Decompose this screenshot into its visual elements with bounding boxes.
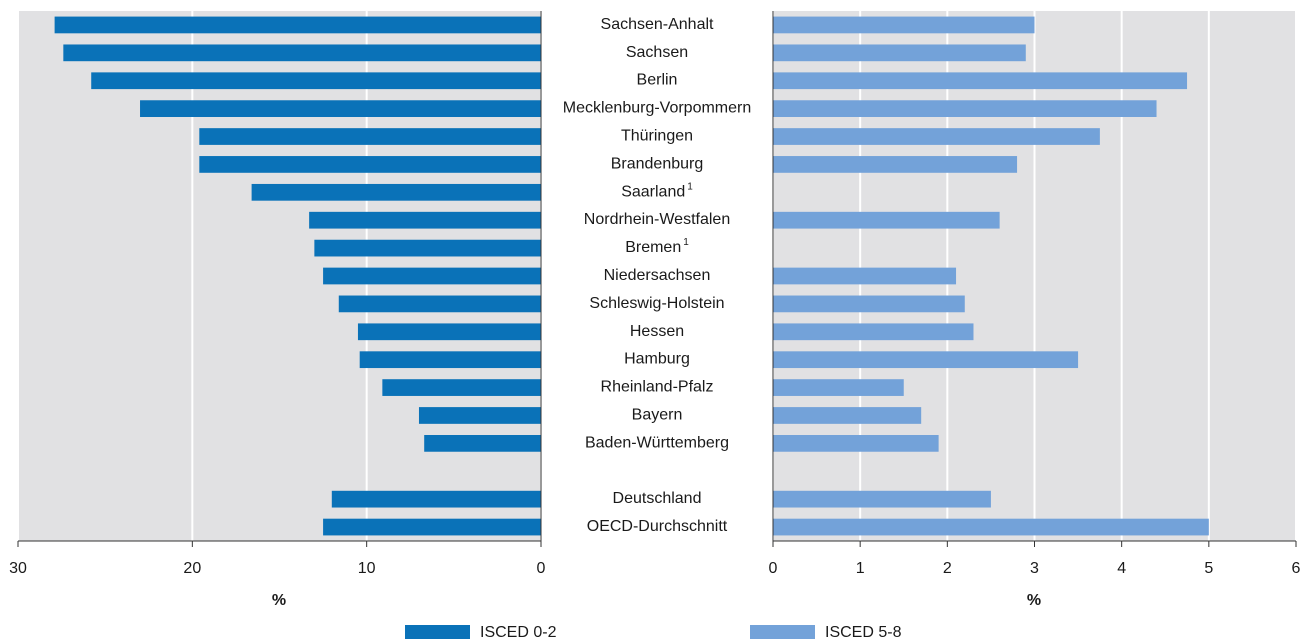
x-tick-label: 0 [769, 560, 778, 577]
category-label: Baden-Württemberg [585, 435, 729, 452]
x-tick-label: 20 [183, 560, 201, 577]
x-tick-label: 10 [358, 560, 376, 577]
bar [140, 100, 542, 117]
x-tick-label: 2 [943, 560, 952, 577]
category-label: Hamburg [624, 351, 690, 368]
bar [773, 351, 1079, 369]
category-name: Nordrhein-Westfalen [584, 211, 730, 228]
category-name: Bremen [625, 239, 681, 256]
category-name: Sachsen-Anhalt [601, 16, 715, 33]
legend-swatch [405, 625, 470, 639]
category-name: Thüringen [621, 128, 693, 145]
bar [359, 351, 541, 369]
bar [63, 44, 542, 62]
footnote-mark: 1 [683, 237, 689, 248]
x-axis-label: % [272, 592, 286, 609]
category-label: Rheinland-Pfalz [601, 379, 714, 396]
category-label: Brandenburg [611, 156, 704, 173]
bar [382, 379, 541, 396]
bar [323, 267, 541, 285]
bar [54, 16, 542, 34]
category-name: Deutschland [613, 490, 702, 507]
category-name: Bayern [632, 407, 683, 424]
bar [773, 379, 904, 396]
bar [773, 100, 1157, 117]
bar [323, 518, 541, 536]
legend-label: ISCED 5-8 [825, 624, 902, 641]
category-label: Nordrhein-Westfalen [584, 211, 730, 228]
category-label: Sachsen-Anhalt [601, 16, 715, 33]
category-label: OECD-Durchschnitt [587, 518, 728, 535]
category-name: Brandenburg [611, 156, 704, 173]
bar [773, 323, 974, 341]
category-label: Berlin [637, 72, 678, 89]
bar [309, 211, 541, 229]
x-tick-label: 4 [1117, 560, 1126, 577]
bar [773, 435, 939, 452]
bar [314, 239, 541, 257]
bar [773, 267, 957, 285]
bar [773, 295, 965, 313]
legend-label: ISCED 0-2 [480, 624, 557, 641]
category-name: Hessen [630, 323, 684, 340]
category-label: Hessen [630, 323, 684, 340]
bar [338, 295, 541, 313]
category-label: Niedersachsen [604, 267, 711, 284]
x-tick-label: 3 [1030, 560, 1039, 577]
bar [773, 128, 1100, 145]
category-name: Rheinland-Pfalz [601, 379, 714, 396]
category-label: Bayern [632, 407, 683, 424]
bar [199, 128, 541, 145]
category-label: Bremen 1 [625, 237, 689, 257]
category-name: OECD-Durchschnitt [587, 518, 728, 535]
category-label: Sachsen [626, 44, 688, 61]
x-tick-label: 0 [537, 560, 546, 577]
x-tick-label: 6 [1292, 560, 1301, 577]
category-name: Saarland [621, 184, 685, 201]
category-label: Schleswig-Holstein [589, 295, 724, 312]
category-name: Hamburg [624, 351, 690, 368]
bar [91, 72, 541, 90]
footnote-mark: 1 [687, 181, 693, 192]
bar [773, 156, 1018, 173]
category-label: Deutschland [613, 490, 702, 507]
bar [357, 323, 541, 341]
category-name: Berlin [637, 72, 678, 89]
bar [331, 490, 541, 508]
category-name: Sachsen [626, 44, 688, 61]
bar [773, 72, 1188, 90]
category-name: Schleswig-Holstein [589, 295, 724, 312]
category-label: Saarland 1 [621, 181, 693, 201]
bar [773, 44, 1026, 62]
x-axis-label: % [1027, 592, 1041, 609]
bar [418, 407, 541, 424]
bar [773, 518, 1209, 536]
bar [424, 435, 541, 452]
bar [773, 211, 1000, 229]
category-name: Mecklenburg-Vorpommern [563, 100, 752, 117]
bar [773, 407, 922, 424]
category-label: Mecklenburg-Vorpommern [563, 100, 752, 117]
bar [251, 183, 541, 201]
category-label: Thüringen [621, 128, 693, 145]
bar [773, 16, 1035, 34]
bar [773, 490, 991, 508]
category-name: Baden-Württemberg [585, 435, 729, 452]
x-tick-label: 30 [9, 560, 27, 577]
legend-swatch [750, 625, 815, 639]
category-name: Niedersachsen [604, 267, 711, 284]
bar [199, 156, 541, 173]
x-tick-label: 1 [856, 560, 865, 577]
x-tick-label: 5 [1204, 560, 1213, 577]
